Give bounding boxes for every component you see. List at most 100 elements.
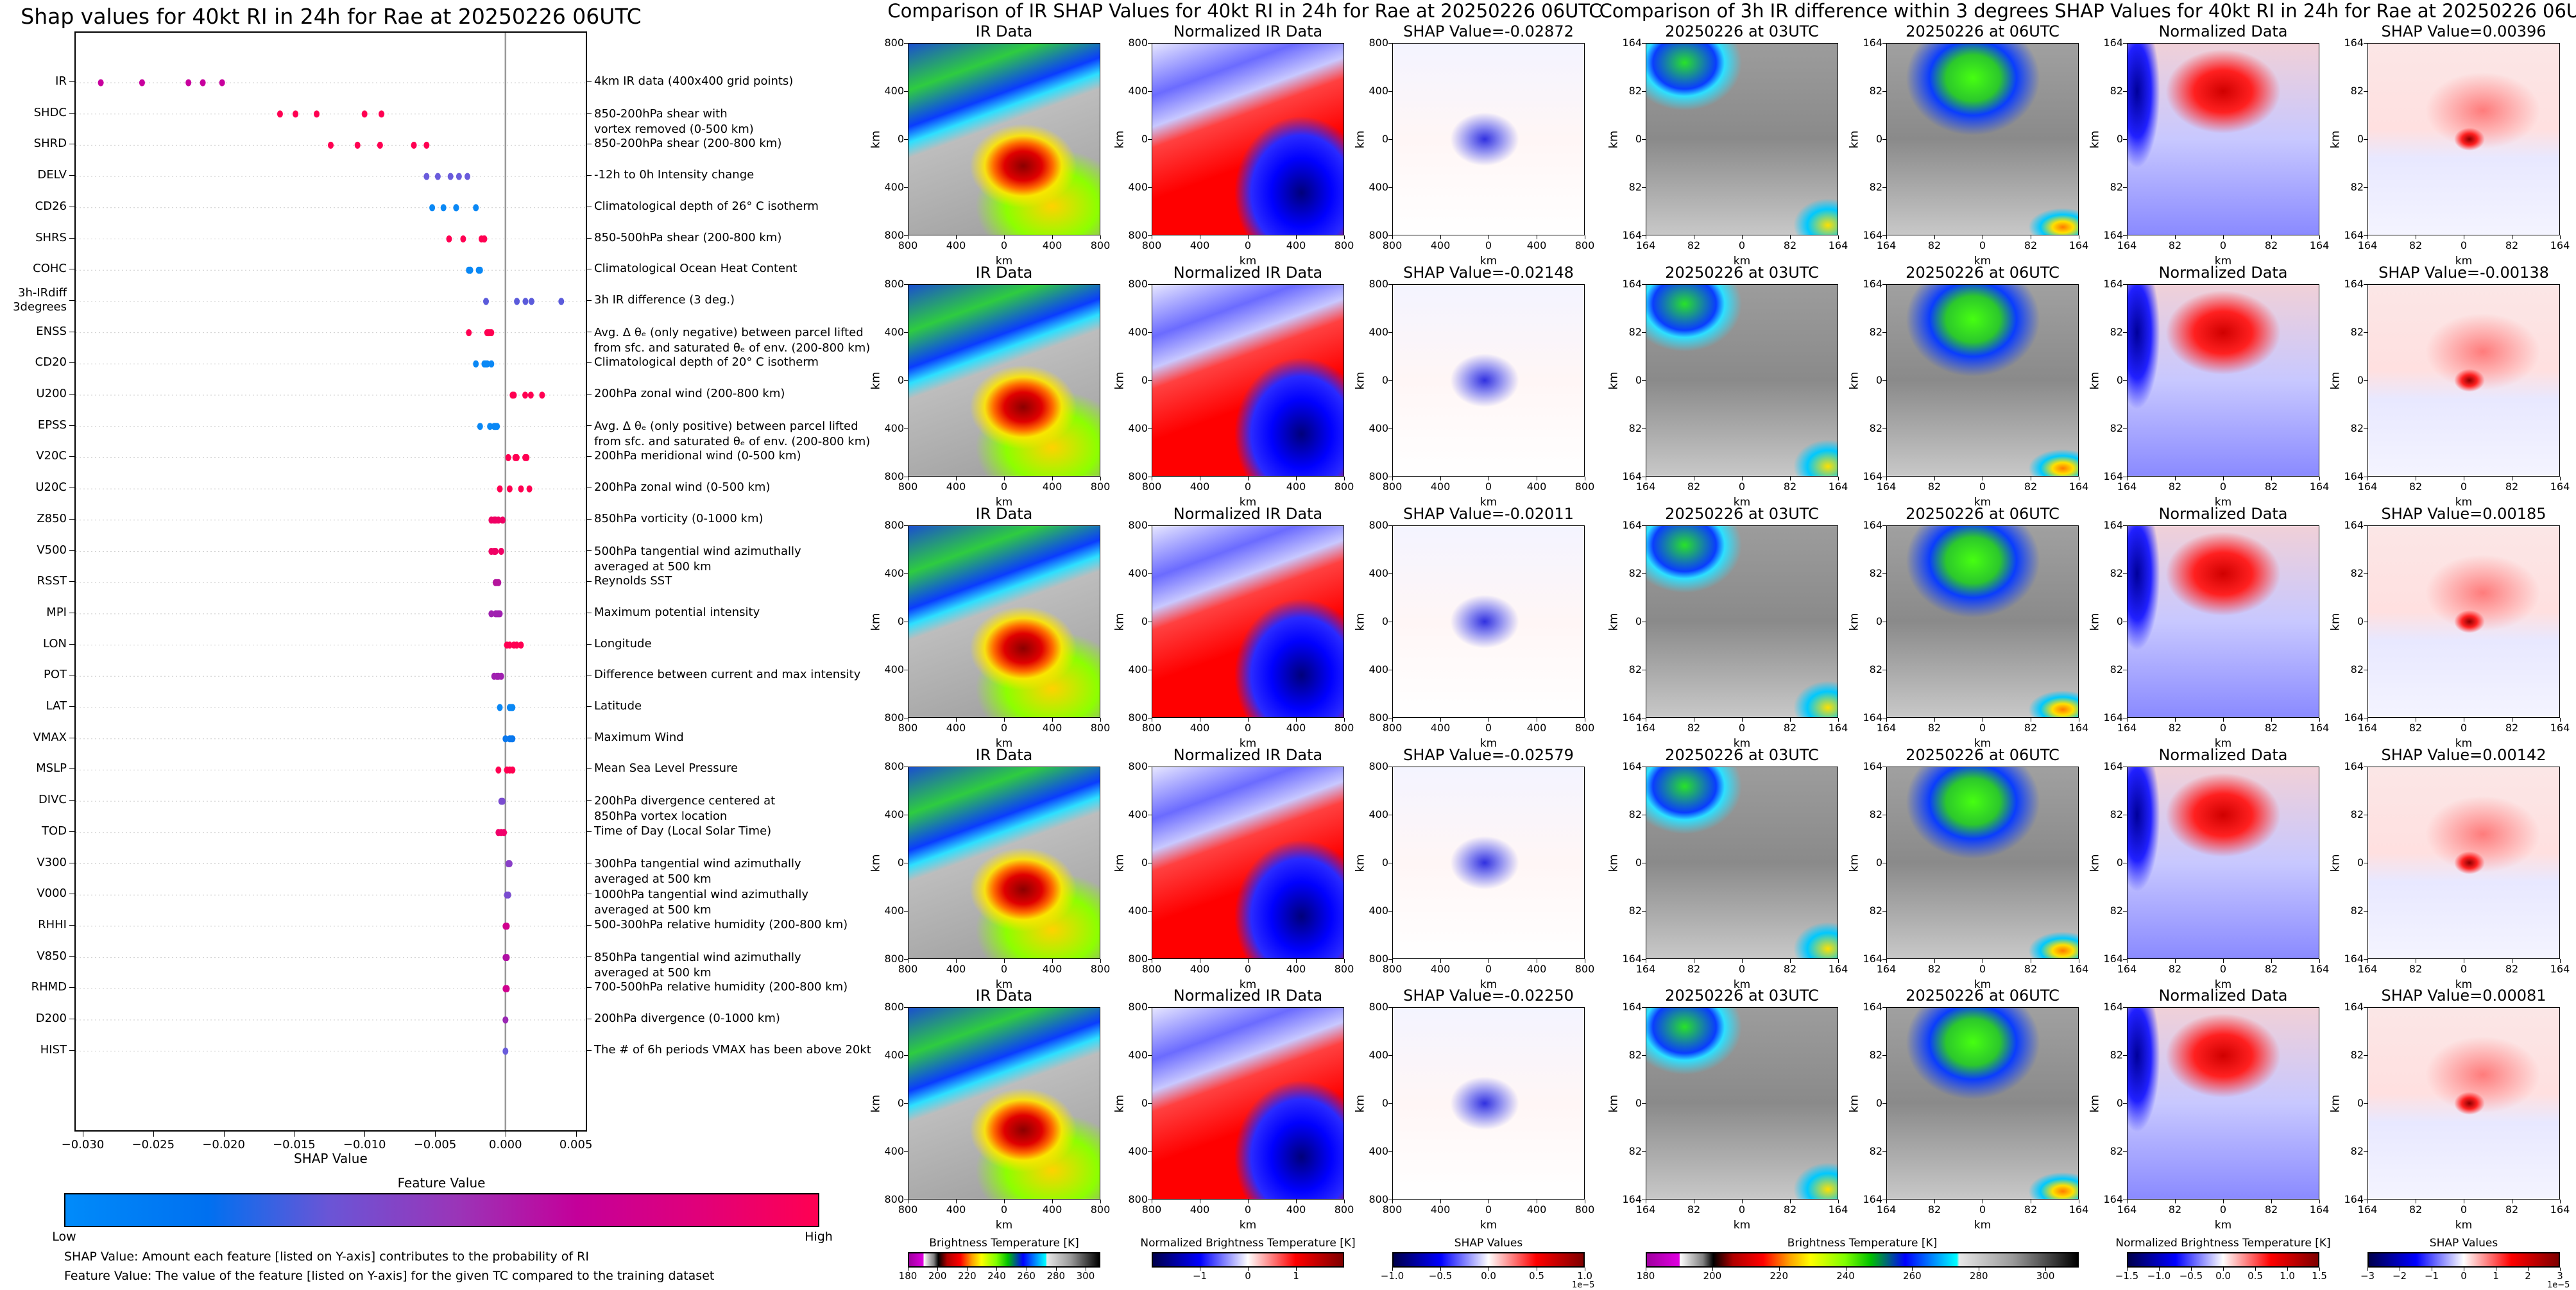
- y-tick: [1388, 1151, 1392, 1152]
- x-tick-label: 82: [2505, 480, 2519, 493]
- colorbar-tick: [1912, 1268, 1913, 1271]
- x-tick: [1296, 959, 1297, 963]
- y-tick-label: 82: [2110, 85, 2123, 97]
- y-tick-label: 82: [1869, 904, 1882, 917]
- feature-label: TOD: [41, 824, 67, 838]
- y-tick: [69, 175, 74, 176]
- y-tick: [69, 456, 74, 457]
- shap-point-mpi: [497, 610, 503, 618]
- y-tick: [1148, 1151, 1152, 1152]
- y-tick-label: 164: [2344, 229, 2364, 241]
- y-tick-right: [587, 362, 592, 364]
- y-tick-label: 164: [1863, 1193, 1882, 1205]
- y-tick-label: 800: [884, 278, 904, 290]
- x-tick-label: 82: [2409, 722, 2423, 734]
- x-tick: [1838, 235, 1839, 239]
- y-axis-label: km: [1113, 1094, 1127, 1113]
- y-tick-label: 800: [1369, 760, 1388, 772]
- shap-point-pot: [498, 672, 504, 680]
- x-tick-label: 800: [1382, 963, 1403, 975]
- colorbar-tick: [2367, 1268, 2368, 1271]
- feature-description: Difference between current and max inten…: [594, 668, 861, 682]
- diff-section-title: Comparison of 3h IR difference within 3 …: [1599, 0, 2576, 22]
- shap-point-v500: [492, 548, 499, 555]
- x-tick: [1392, 1200, 1393, 1203]
- colorbar-high-label: High: [805, 1230, 833, 1244]
- y-axis-label: km: [2088, 371, 2102, 390]
- shap-point-u200: [511, 391, 517, 399]
- data-heatmap: [1886, 284, 2079, 477]
- y-tick-label: 0: [1875, 615, 1882, 627]
- y-axis-label: km: [1113, 130, 1127, 149]
- shap-point-shdc: [361, 110, 368, 118]
- x-axis-label: km: [1480, 496, 1497, 509]
- feature-label: POT: [43, 668, 67, 682]
- x-axis-label: km: [995, 1219, 1013, 1232]
- x-tick-label: 82: [1687, 239, 1701, 251]
- x-tick-label: 82: [2505, 1203, 2519, 1216]
- shap-point-mslp: [495, 766, 502, 774]
- x-tick: [1934, 718, 1935, 722]
- x-tick-label: 164: [2117, 480, 2137, 493]
- y-tick: [1882, 187, 1886, 188]
- x-tick: [1488, 1200, 1489, 1203]
- x-tick-label: 800: [1334, 480, 1354, 493]
- colorbar-tick: [996, 1268, 998, 1271]
- colorbar-title: Normalized Brightness Temperature [K]: [1140, 1237, 1356, 1250]
- x-tick-label: 400: [946, 1203, 966, 1216]
- y-tick: [1882, 1007, 1886, 1008]
- shap-point-epss: [477, 423, 483, 430]
- y-tick: [69, 394, 74, 395]
- x-axis-label: km: [1239, 737, 1257, 750]
- panel-title: Normalized IR Data: [1173, 505, 1323, 523]
- shap-point-z850: [499, 516, 506, 524]
- y-tick-label: 800: [1128, 1001, 1148, 1013]
- y-tick: [1388, 235, 1392, 236]
- x-tick: [1248, 718, 1249, 722]
- y-tick-label: 0: [1141, 374, 1148, 386]
- colorbar-tick-label: 280: [1046, 1270, 1066, 1282]
- colorbar-tick-label: −2: [2392, 1270, 2407, 1282]
- data-heatmap: [1646, 284, 1838, 477]
- y-tick: [69, 1049, 74, 1051]
- colorbar-tick: [2319, 1268, 2320, 1271]
- x-tick-label: 0: [2460, 963, 2468, 975]
- x-tick: [2560, 477, 2561, 480]
- shap-point-ir: [200, 79, 206, 87]
- x-axis-label: km: [1733, 737, 1751, 750]
- x-tick: [1440, 235, 1441, 239]
- x-tick-label: 82: [2505, 239, 2519, 251]
- shap-summary-plot: [76, 33, 586, 1130]
- y-tick-label: 164: [1622, 470, 1642, 482]
- y-tick: [1642, 380, 1646, 381]
- y-tick: [69, 550, 74, 551]
- x-tick-label: 164: [2309, 480, 2330, 493]
- y-tick-label: 400: [884, 326, 904, 338]
- panel-title: 20250226 at 06UTC: [1906, 22, 2060, 40]
- y-tick-label: 0: [2357, 374, 2364, 386]
- x-tick-label: 164: [1876, 480, 1897, 493]
- shap-point-enss: [488, 329, 495, 337]
- y-tick: [1882, 380, 1886, 381]
- y-tick: [1642, 235, 1646, 236]
- y-tick-label: 82: [2110, 326, 2123, 338]
- shap-heatmap: [2367, 767, 2560, 959]
- y-tick: [1642, 43, 1646, 44]
- x-tick-label: 400: [1190, 722, 1210, 734]
- x-tick: [2175, 477, 2176, 480]
- y-tick: [1882, 911, 1886, 912]
- x-tick-label: 800: [1382, 239, 1403, 251]
- y-tick-label: 164: [1622, 1193, 1642, 1205]
- y-tick-label: 0: [1381, 856, 1388, 869]
- x-tick: [1344, 1200, 1345, 1203]
- x-tick-label: 82: [2168, 239, 2182, 251]
- y-tick: [1642, 284, 1646, 285]
- colorbar-tick: [937, 1268, 939, 1271]
- y-tick-label: 0: [2116, 615, 2123, 627]
- y-tick-label: 400: [1369, 663, 1388, 675]
- y-axis-label: km: [1353, 854, 1367, 872]
- x-tick: [1440, 959, 1441, 963]
- y-tick: [1882, 1151, 1886, 1152]
- x-tick-label: 164: [1876, 239, 1897, 251]
- x-tick: [1392, 959, 1393, 963]
